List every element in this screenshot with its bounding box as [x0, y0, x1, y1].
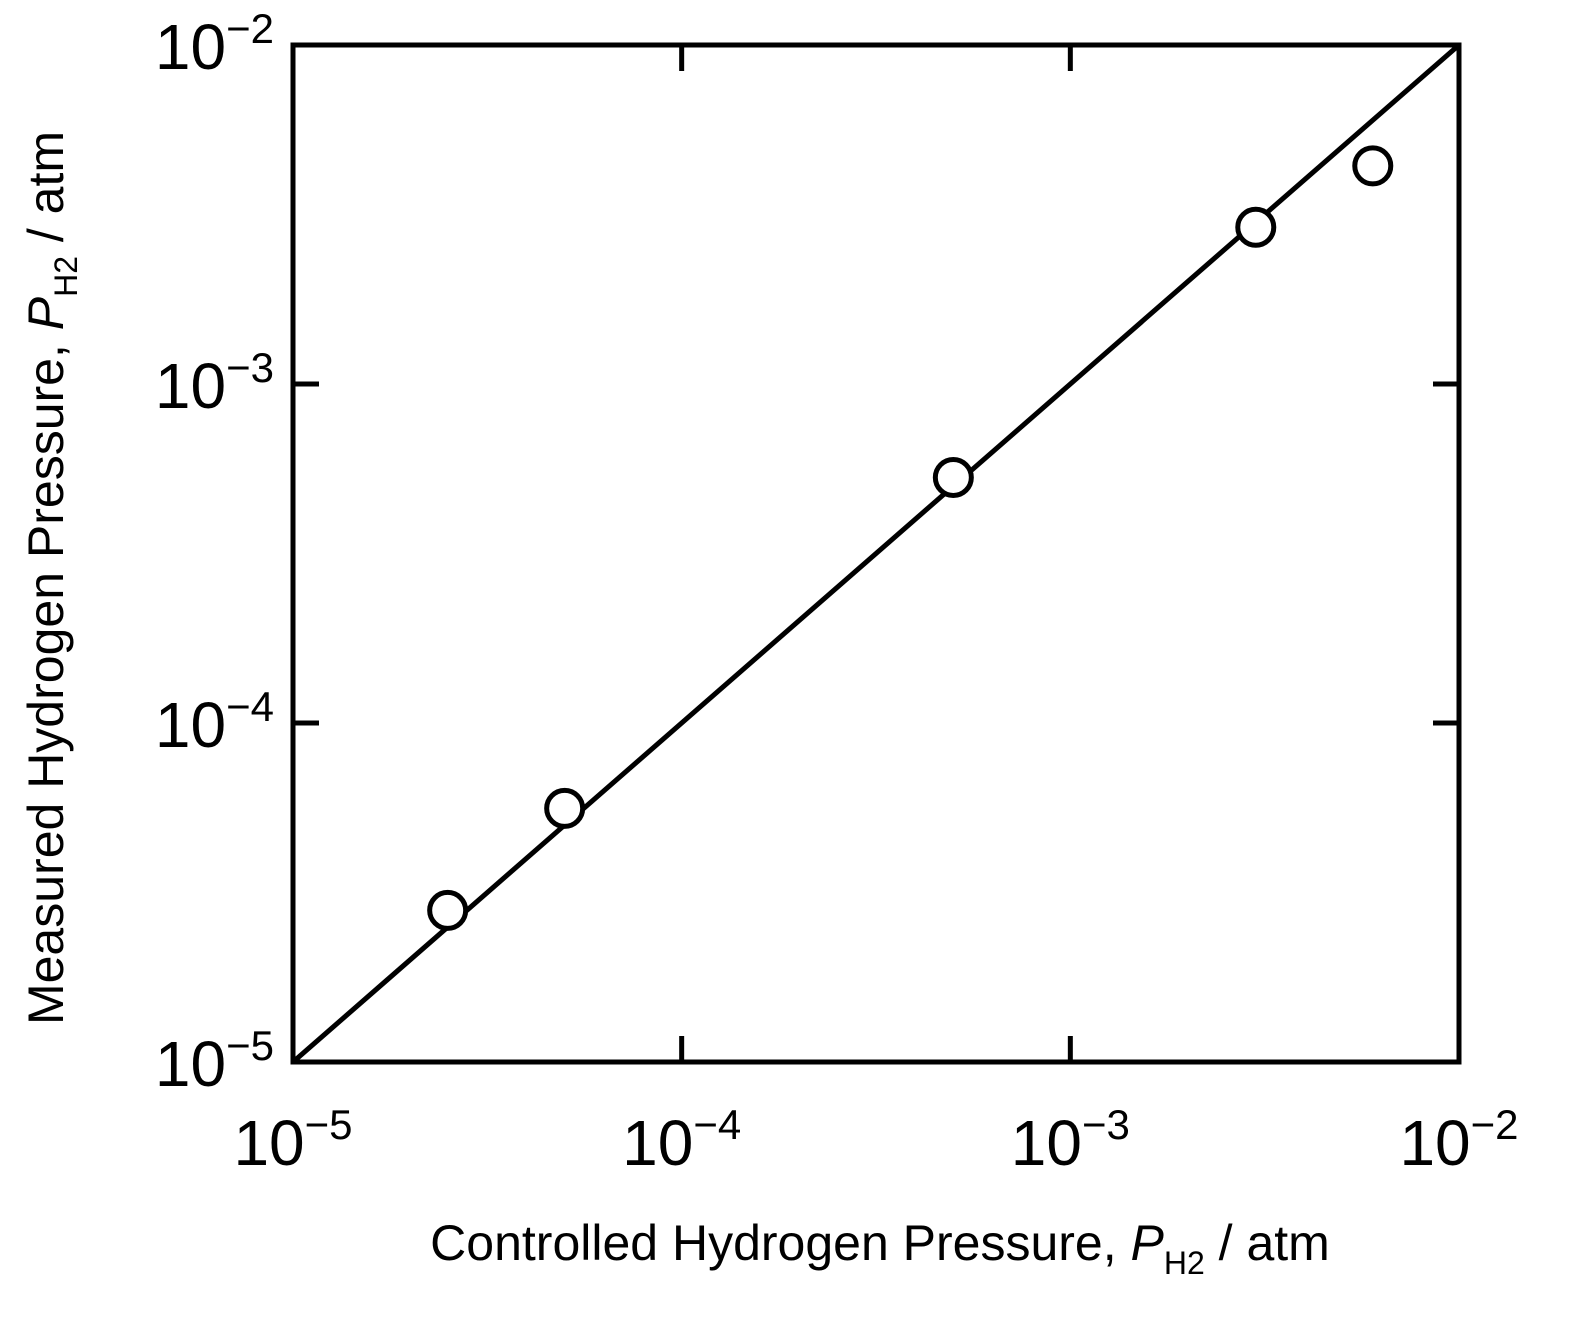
y-axis-label-subscript: H2	[48, 256, 84, 297]
y-axis-label: Measured Hydrogen Pressure, PH2 / atm	[18, 131, 84, 1025]
axis-ticks	[293, 45, 1459, 1062]
x-tick-label: 10−5	[233, 1101, 352, 1179]
plot-frame	[290, 42, 1462, 1065]
y-axis-label-symbol: P	[18, 296, 74, 330]
plot-border	[290, 42, 1462, 1065]
y-axis-label-prefix: Measured Hydrogen Pressure,	[18, 330, 74, 1025]
y-axis-label-unit: / atm	[18, 131, 74, 256]
x-tick-label: 10−4	[622, 1101, 741, 1179]
data-point-2	[544, 787, 586, 829]
data-point-4	[1235, 206, 1277, 248]
y-tick-label: 10−5	[155, 1022, 274, 1100]
x-axis-label-subscript: H2	[1164, 1245, 1205, 1281]
data-points	[427, 145, 1394, 931]
x-axis-label: Controlled Hydrogen Pressure, PH2 / atm	[430, 1215, 1330, 1281]
data-point-3	[932, 456, 974, 498]
data-point-1	[427, 889, 469, 931]
y-tick-labels: 10−5 10−4 10−3 10−2	[155, 5, 274, 1100]
x-axis-label-unit: / atm	[1205, 1215, 1330, 1271]
x-tick-label: 10−3	[1011, 1101, 1130, 1179]
x-tick-labels: 10−5 10−4 10−3 10−2	[233, 1101, 1518, 1179]
y-tick-label: 10−3	[155, 344, 274, 422]
x-tick-label: 10−2	[1399, 1101, 1518, 1179]
y-tick-label: 10−4	[155, 683, 274, 761]
data-point-5	[1352, 145, 1394, 187]
y-tick-label: 10−2	[155, 5, 274, 83]
x-axis-label-prefix: Controlled Hydrogen Pressure,	[430, 1215, 1130, 1271]
x-axis-label-symbol: P	[1131, 1215, 1165, 1271]
